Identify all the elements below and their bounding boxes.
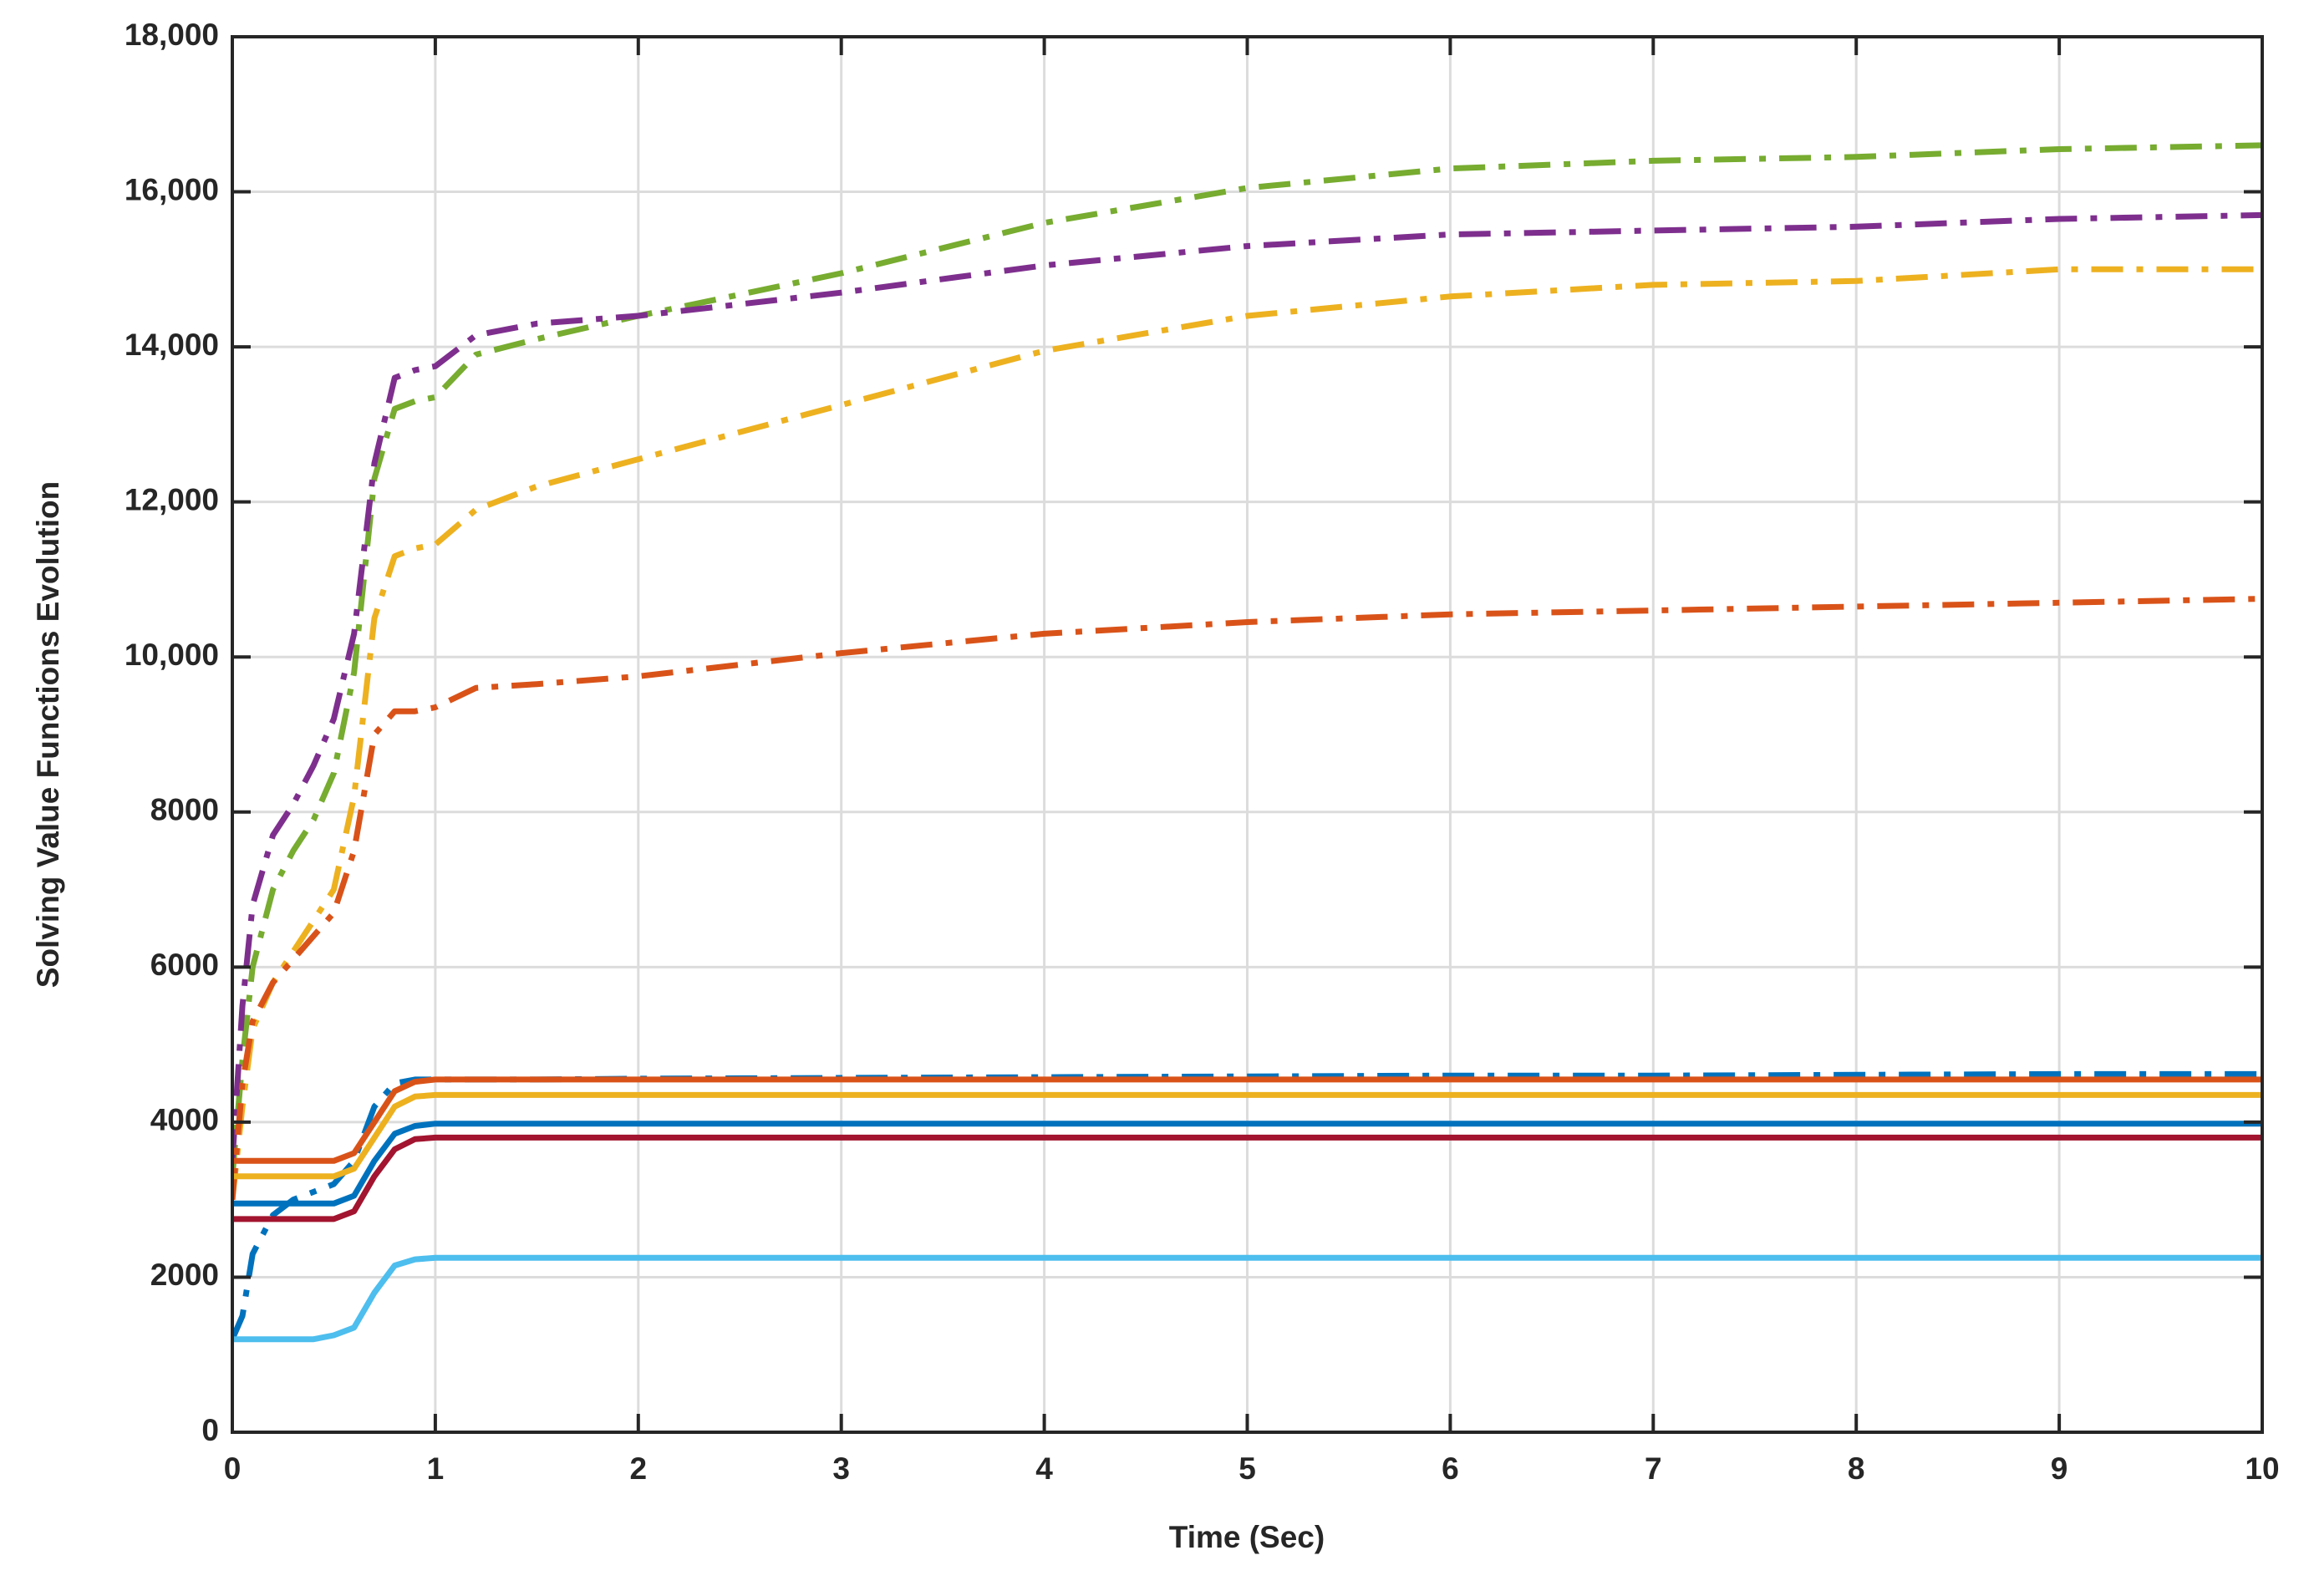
data-line xyxy=(232,1254,2262,1343)
x-axis-label: Time (Sec) xyxy=(1169,1520,1325,1554)
data-line xyxy=(232,266,2262,1201)
y-tick-label: 4000 xyxy=(150,1103,219,1137)
data-line xyxy=(232,211,2262,1161)
y-tick-label: 6000 xyxy=(150,948,219,982)
x-tick-label: 5 xyxy=(1238,1451,1256,1486)
y-tick-label: 12,000 xyxy=(125,482,219,516)
data-line xyxy=(232,1091,2262,1180)
x-tick-label: 4 xyxy=(1035,1451,1053,1486)
plot-area xyxy=(232,142,2262,1343)
data-line xyxy=(232,1134,2262,1222)
x-tick-label: 10 xyxy=(2245,1451,2279,1486)
x-tick-label: 3 xyxy=(832,1451,850,1486)
data-line xyxy=(232,596,2262,1201)
y-tick-label: 2000 xyxy=(150,1258,219,1292)
y-tick-label: 14,000 xyxy=(125,328,219,362)
y-tick-label: 18,000 xyxy=(125,18,219,52)
x-tick-label: 0 xyxy=(224,1451,242,1486)
y-tick-label: 16,000 xyxy=(125,172,219,206)
y-axis-label: Solving Value Functions Evolution xyxy=(31,481,65,988)
x-tick-label: 8 xyxy=(1848,1451,1865,1486)
x-tick-label: 2 xyxy=(630,1451,648,1486)
y-tick-label: 10,000 xyxy=(125,638,219,672)
y-tick-label: 8000 xyxy=(150,793,219,827)
x-tick-label: 9 xyxy=(2051,1451,2068,1486)
x-tick-label: 6 xyxy=(1442,1451,1459,1486)
data-line xyxy=(232,1076,2262,1164)
x-tick-label: 1 xyxy=(427,1451,445,1486)
y-tick-label: 0 xyxy=(201,1413,219,1447)
data-line xyxy=(232,1121,2262,1207)
ticks: 0 2000 4000 6000 8000 10,000 12,000 14,000 16,00… xyxy=(125,18,2280,1486)
x-tick-label: 7 xyxy=(1645,1451,1662,1486)
